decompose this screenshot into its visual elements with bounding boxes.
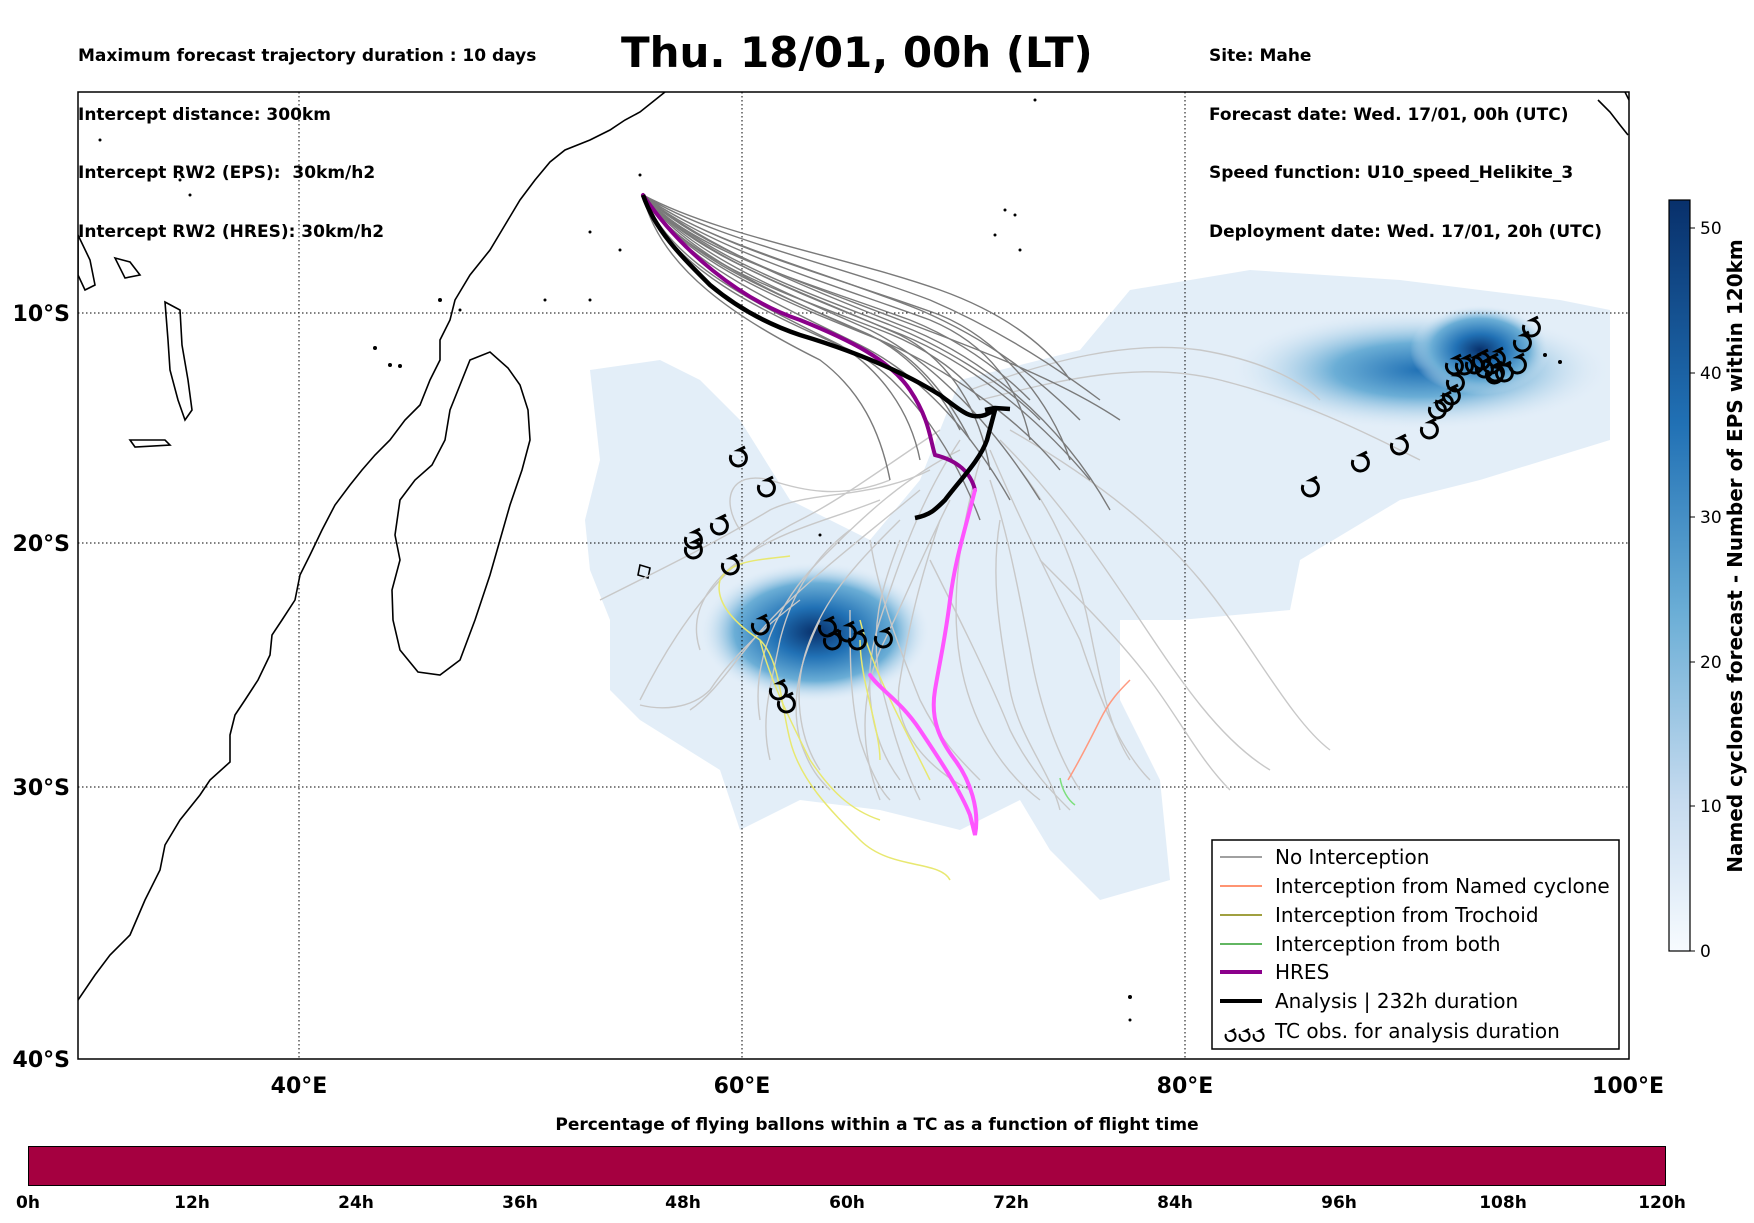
time-tick-84h: 84h: [1157, 1193, 1193, 1213]
lat-tick-30s: 30°S: [13, 776, 70, 801]
tc-symbol-icon: [1419, 417, 1439, 440]
percentage-bar: [28, 1146, 1666, 1186]
tc-symbol-icon: [1300, 475, 1320, 498]
deployment-date-text: Deployment date: Wed. 17/01, 20h (UTC): [1209, 221, 1603, 242]
intercept-hres-text: Intercept RW2 (HRES): 30km/h2: [78, 221, 385, 242]
tc-symbol-icon: [1389, 433, 1409, 456]
named-cyclone-interception-tracks: [1067, 679, 1131, 781]
legend-label-analysis: Analysis | 232h duration: [1275, 989, 1518, 1013]
time-tick-108h: 108h: [1479, 1193, 1527, 1213]
tc-symbol-icon: [1434, 390, 1454, 413]
africa-coastline: [78, 92, 666, 1001]
madagascar: [391, 351, 531, 676]
legend-label-hres: HRES: [1275, 960, 1329, 984]
tc-symbol-icon: [683, 537, 703, 560]
tc-symbol-icon: [709, 513, 729, 536]
legend-label-tc-obs: TC obs. for analysis duration: [1274, 1019, 1560, 1043]
tc-symbol-icon: [683, 527, 703, 550]
tc-symbol-icon: [1485, 360, 1505, 383]
time-tick-72h: 72h: [993, 1193, 1029, 1213]
site-text: Site: Mahe: [1209, 46, 1312, 66]
time-tick-60h: 60h: [829, 1193, 865, 1213]
tc-symbol-icon: [847, 628, 867, 651]
site-parameters: Site: Mahe Forecast date: Wed. 17/01, 00…: [1209, 8, 1602, 262]
tc-symbol-icon: [1464, 352, 1484, 375]
tc-symbol-icon: [1350, 450, 1370, 473]
legend: No Interception Interception from Named …: [1211, 839, 1620, 1050]
tc-obs-cluster-west: [683, 445, 796, 714]
forecast-date-text: Forecast date: Wed. 17/01, 00h (UTC): [1209, 104, 1569, 125]
intercept-eps-text: Intercept RW2 (EPS): 30km/h2: [78, 163, 376, 183]
colorbar-scale: [1668, 199, 1691, 952]
legend-label-trochoid: Interception from Trochoid: [1275, 903, 1539, 927]
legend-box: [1211, 839, 1620, 1050]
lon-tick-60: 60°E: [714, 1074, 771, 1099]
tc-symbol-icon: [720, 553, 740, 576]
tc-symbol-icon: [1445, 370, 1465, 393]
lake-victoria: [164, 300, 193, 422]
tc-symbol-icon: [750, 613, 770, 636]
map-title: Thu. 18/01, 00h (LT): [621, 28, 1093, 77]
colorbar: 0 10 20 30 40 50 Named cyclones forecast…: [1668, 199, 1747, 962]
colorbar-tick-0: 0: [1700, 942, 1711, 962]
colorbar-tick-10: 10: [1700, 797, 1722, 817]
legend-label-no-interception: No Interception: [1275, 845, 1429, 869]
legend-swatch-tc-obs-icon: [1224, 1028, 1265, 1042]
graticule: [78, 92, 1629, 1059]
lon-tick-100: 100°E: [1592, 1074, 1664, 1099]
analysis-track: [640, 194, 1011, 521]
tc-symbol-icon: [776, 691, 796, 714]
latitude-ticks: 10°S 20°S 30°S 40°S: [13, 302, 70, 1073]
tc-symbol-icon: [1486, 346, 1506, 369]
both-interception-tracks: [1059, 777, 1076, 806]
tc-symbol-icon: [756, 475, 776, 498]
lon-tick-40: 40°E: [271, 1074, 328, 1099]
colorbar-tick-20: 20: [1700, 653, 1722, 673]
max-duration-text: Maximum forecast trajectory duration : 1…: [78, 46, 537, 66]
tc-symbol-icon: [873, 626, 893, 649]
time-tick-36h: 36h: [502, 1193, 538, 1213]
time-tick-24h: 24h: [338, 1193, 374, 1213]
tc-symbol-icon: [1512, 330, 1532, 353]
legend-label-both: Interception from both: [1275, 932, 1501, 956]
speed-function-text: Speed function: U10_speed_Helikite_3: [1209, 163, 1574, 183]
lat-tick-10s: 10°S: [13, 302, 70, 327]
time-tick-120h: 120h: [1638, 1193, 1686, 1213]
lon-tick-80: 80°E: [1157, 1074, 1214, 1099]
tc-symbol-icon: [728, 445, 748, 468]
colorbar-title: Named cyclones forecast - Number of EPS …: [1723, 239, 1747, 873]
bottom-bar-title: Percentage of flying ballons within a TC…: [555, 1115, 1199, 1135]
legend-label-named-cyclone: Interception from Named cyclone: [1275, 874, 1610, 898]
map-content: [78, 92, 1629, 1059]
time-tick-12h: 12h: [174, 1193, 210, 1213]
tc-symbol-icon: [1441, 383, 1461, 406]
longitude-ticks: 40°E 60°E 80°E 100°E: [271, 1074, 1664, 1099]
time-tick-0h: 0h: [16, 1193, 40, 1213]
colorbar-tick-50: 50: [1700, 219, 1722, 239]
lake-malawi: [113, 256, 142, 279]
colorbar-tick-30: 30: [1700, 508, 1722, 528]
time-tick-96h: 96h: [1321, 1193, 1357, 1213]
time-tick-48h: 48h: [665, 1193, 701, 1213]
tc-symbol-icon: [822, 628, 842, 651]
map-frame: [77, 91, 1630, 1060]
colorbar-tick-40: 40: [1700, 364, 1722, 384]
no-interception-tracks-late: [599, 346, 1421, 811]
tc-observations: [683, 315, 1541, 714]
tc-symbol-icon: [1471, 348, 1491, 371]
tc-symbol-icon: [1521, 315, 1541, 338]
tc-obs-cluster-east: [1300, 315, 1541, 498]
tc-symbol-icon: [1427, 397, 1447, 420]
hres-track: [641, 193, 979, 836]
tc-symbol-icon: [1507, 352, 1527, 375]
forecast-parameters: Maximum forecast trajectory duration : 1…: [78, 8, 536, 262]
tc-symbol-icon: [837, 620, 857, 643]
tc-obs-cluster-south: [817, 615, 893, 651]
intercept-distance-text: Intercept distance: 300km: [78, 104, 331, 125]
lat-tick-20s: 20°S: [13, 532, 70, 557]
lat-tick-40s: 40°S: [13, 1048, 70, 1073]
islands: [98, 98, 1562, 1022]
